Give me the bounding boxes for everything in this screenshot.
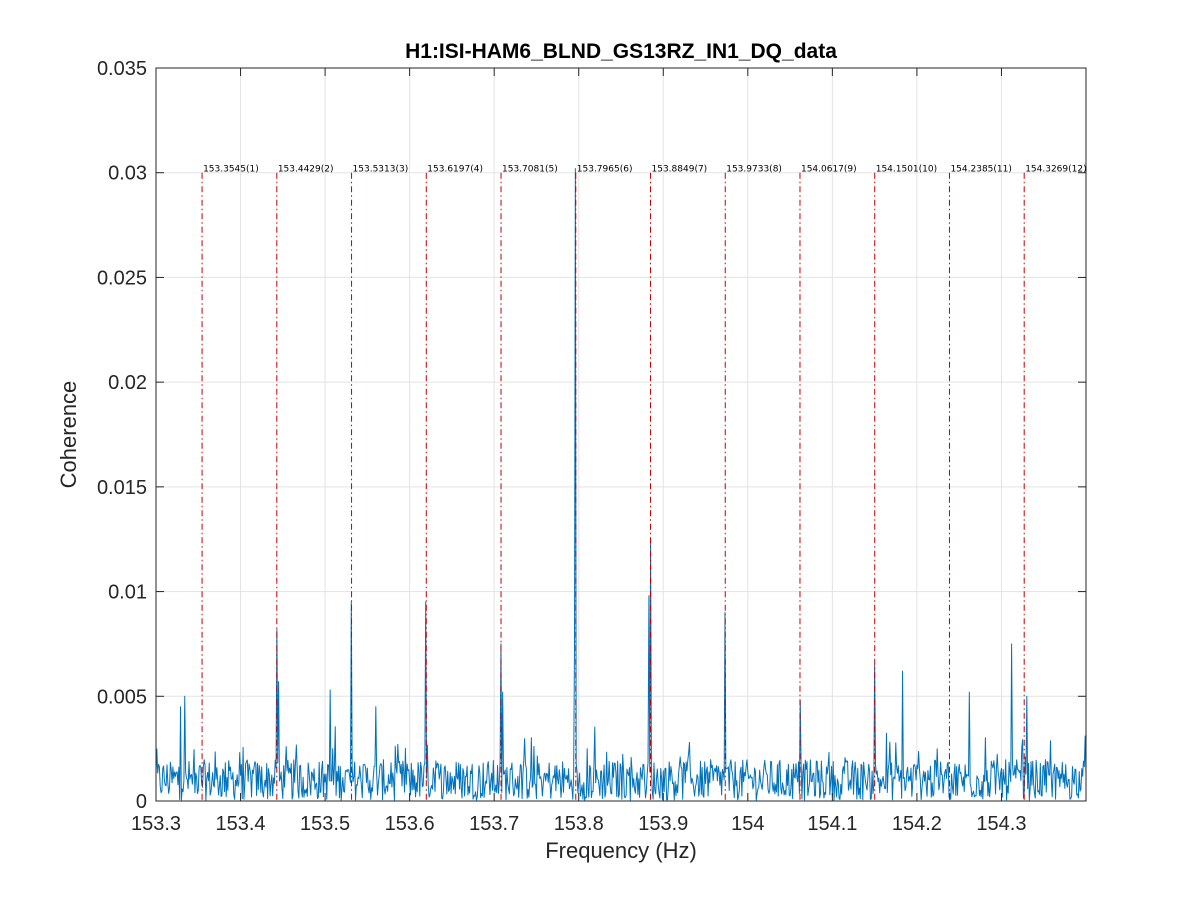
- y-axis-label: Coherence: [56, 381, 81, 489]
- plot-area: [156, 68, 1086, 801]
- y-tick-label: 0.02: [108, 372, 147, 394]
- x-tick-label: 153.8: [554, 813, 604, 835]
- x-tick-label: 153.3: [131, 813, 181, 835]
- harmonic-label: 153.7081(5): [502, 165, 558, 175]
- y-tick-label: 0.03: [108, 163, 147, 185]
- y-tick-label: 0: [136, 791, 147, 813]
- x-tick-label: 153.5: [300, 813, 350, 835]
- harmonic-label: 154.1501(10): [876, 165, 937, 175]
- y-tick-label: 0.005: [97, 686, 147, 708]
- harmonic-label: 153.6197(4): [427, 165, 483, 175]
- x-tick-label: 154.1: [807, 813, 857, 835]
- harmonic-label: 153.3545(1): [203, 165, 259, 175]
- harmonic-label: 154.3269(12): [1025, 165, 1086, 175]
- y-tick-label: 0.015: [97, 477, 147, 499]
- harmonic-label: 154.2385(11): [950, 165, 1011, 175]
- x-tick-label: 153.7: [469, 813, 519, 835]
- coherence-line: [155, 168, 1087, 801]
- axes: [155, 67, 1087, 802]
- x-tick-label: 154: [731, 813, 764, 835]
- harmonic-label: 153.7965(6): [577, 165, 633, 175]
- x-tick-label: 154.2: [892, 813, 942, 835]
- harmonic-markers: 153.3545(1) 153.4429(2) 153.5313(3) 153.619…: [201, 165, 1087, 801]
- tick-labels: 153.3 153.4 153.5 153.6 153.7 153.8 153.9 154 15…: [97, 58, 1027, 835]
- y-tick-label: 0.025: [97, 267, 147, 289]
- coherence-series: [155, 168, 1087, 801]
- harmonic-label: 153.5313(3): [353, 165, 409, 175]
- x-tick-label: 153.9: [638, 813, 688, 835]
- axes-frame: [155, 67, 1087, 802]
- harmonic-label: 154.0617(9): [801, 165, 857, 175]
- x-axis-label: Frequency (Hz): [545, 838, 697, 863]
- harmonic-label: 153.9733(8): [726, 165, 782, 175]
- harmonic-label: 153.8849(7): [652, 165, 708, 175]
- x-tick-label: 153.6: [385, 813, 435, 835]
- chart-title: H1:ISI-HAM6_BLND_GS13RZ_IN1_DQ_data: [405, 40, 837, 63]
- y-tick-label: 0.035: [97, 58, 147, 80]
- x-tick-label: 154.3: [976, 813, 1026, 835]
- harmonic-label: 153.4429(2): [278, 165, 334, 175]
- y-tick-label: 0.01: [108, 582, 147, 604]
- x-tick-label: 153.4: [216, 813, 266, 835]
